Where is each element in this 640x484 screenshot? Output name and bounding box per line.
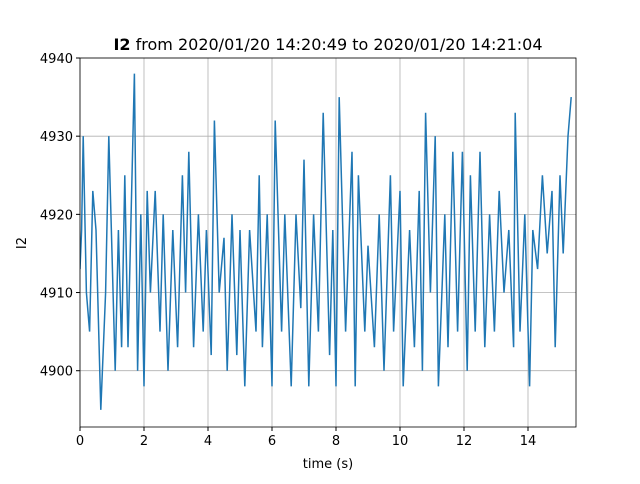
x-tick-label: 10: [392, 434, 409, 449]
y-tick-label: 4900: [40, 365, 73, 380]
y-tick-label: 4940: [40, 52, 73, 67]
x-tick-label: 6: [268, 434, 276, 449]
title-rest: from 2020/01/20 14:20:49 to 2020/01/20 1…: [136, 35, 543, 54]
x-tick-label: 14: [520, 434, 537, 449]
x-tick-label: 0: [76, 434, 84, 449]
plot-frame: [79, 57, 577, 428]
data-line: [80, 73, 572, 410]
x-tick-label: 2: [140, 434, 148, 449]
y-axis-label: I2: [15, 237, 30, 249]
y-tick-label: 4920: [40, 208, 73, 223]
y-tick-label: 4910: [40, 287, 73, 302]
x-tick-label: 8: [332, 434, 340, 449]
chart-title: I2 from 2020/01/20 14:20:49 to 2020/01/2…: [113, 35, 542, 54]
x-axis-label: time (s): [303, 457, 353, 472]
y-tick-label: 4930: [40, 130, 73, 145]
x-tick-label: 12: [456, 434, 473, 449]
title-bold: I2: [113, 35, 130, 54]
x-tick-label: 4: [204, 434, 212, 449]
